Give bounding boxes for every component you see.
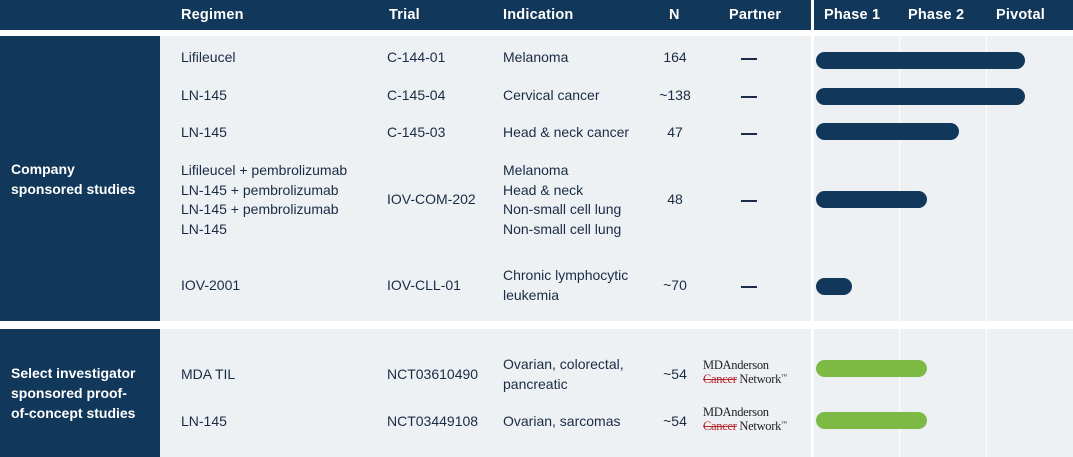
partner-dash: [741, 96, 757, 98]
n-cell: 48: [667, 191, 683, 207]
phase-progress-bar: [816, 278, 852, 295]
regimen-cell: LN-145: [181, 413, 227, 429]
n-cell: ~138: [659, 87, 691, 103]
header-phase2: Phase 2: [908, 7, 965, 23]
indication-cell: Head & neck cancer: [503, 124, 630, 140]
phase-progress-bar: [816, 412, 927, 429]
phase-progress-bar: [816, 88, 1025, 105]
md-anderson-logo: MDAnderson Cancer Network™: [703, 405, 787, 434]
phase-progress-bar: [816, 360, 927, 377]
regimen-cell: LN-145: [181, 124, 227, 140]
regimen-cell: IOV-2001: [181, 277, 241, 293]
phase-area-divider: [811, 30, 814, 457]
indication-cell: Chronic lymphocytic leukemia: [503, 267, 629, 303]
trial-cell: C-144-01: [387, 49, 446, 65]
n-cell: ~54: [663, 366, 687, 382]
partner-dash: [741, 286, 757, 288]
group-label-line: sponsored proof-: [11, 385, 127, 401]
investigator-section-bg: [160, 329, 1073, 457]
indication-cell: Ovarian, sarcomas: [503, 413, 621, 429]
phase-progress-bar: [816, 191, 927, 208]
phase-progress-bar: [816, 123, 959, 140]
trial-cell: C-145-03: [387, 124, 446, 140]
phase1-phase2-divider: [899, 30, 900, 457]
regimen-cell: MDA TIL: [181, 366, 236, 382]
header-indication: Indication: [503, 7, 574, 23]
trial-cell: IOV-CLL-01: [387, 277, 461, 293]
n-cell: ~54: [663, 413, 687, 429]
header-trial: Trial: [389, 7, 420, 23]
trial-cell: C-145-04: [387, 87, 446, 103]
group-label-investigator: Select investigator sponsored proof- of-…: [0, 329, 160, 457]
trial-cell: IOV-COM-202: [387, 191, 476, 207]
group-label-line: Company: [11, 160, 75, 177]
indication-cell: Melanoma: [503, 49, 569, 65]
partner-dash: [741, 58, 757, 60]
header-regimen: Regimen: [181, 7, 244, 23]
header-phase1: Phase 1: [824, 7, 881, 23]
header-n: N: [669, 7, 680, 23]
company-section-bg: [160, 36, 1073, 321]
n-cell: 164: [663, 49, 687, 65]
regimen-cell: LN-145: [181, 87, 227, 103]
header-phase-divider: [811, 0, 814, 30]
phase2-pivotal-divider: [986, 30, 987, 457]
partner-dash: [741, 200, 757, 202]
n-cell: 47: [667, 124, 683, 140]
group-label-company: Company sponsored studies: [0, 36, 160, 321]
partner-dash: [741, 133, 757, 135]
trial-cell: NCT03449108: [387, 413, 479, 429]
n-cell: ~70: [663, 277, 687, 293]
group-label-line: Select investigator: [11, 365, 136, 381]
group-label-line: of-concept studies: [11, 405, 136, 421]
table-header: Regimen Trial Indication N Partner Phase…: [0, 0, 1073, 30]
group-label-line: sponsored studies: [11, 180, 136, 197]
header-pivotal: Pivotal: [996, 7, 1045, 23]
trial-cell: NCT03610490: [387, 366, 479, 382]
phase-progress-bar: [816, 52, 1025, 69]
indication-cell: Cervical cancer: [503, 87, 600, 103]
md-anderson-logo: MDAnderson Cancer Network™: [703, 358, 787, 387]
indication-cell: Melanoma Head & neck Non-small cell lung…: [503, 162, 622, 237]
indication-cell: Ovarian, colorectal, pancreatic: [503, 356, 624, 392]
header-partner: Partner: [729, 7, 782, 23]
regimen-cell: Lifileucel + pembrolizumab LN-145 + pemb…: [181, 162, 348, 237]
regimen-cell: Lifileucel: [181, 49, 236, 65]
